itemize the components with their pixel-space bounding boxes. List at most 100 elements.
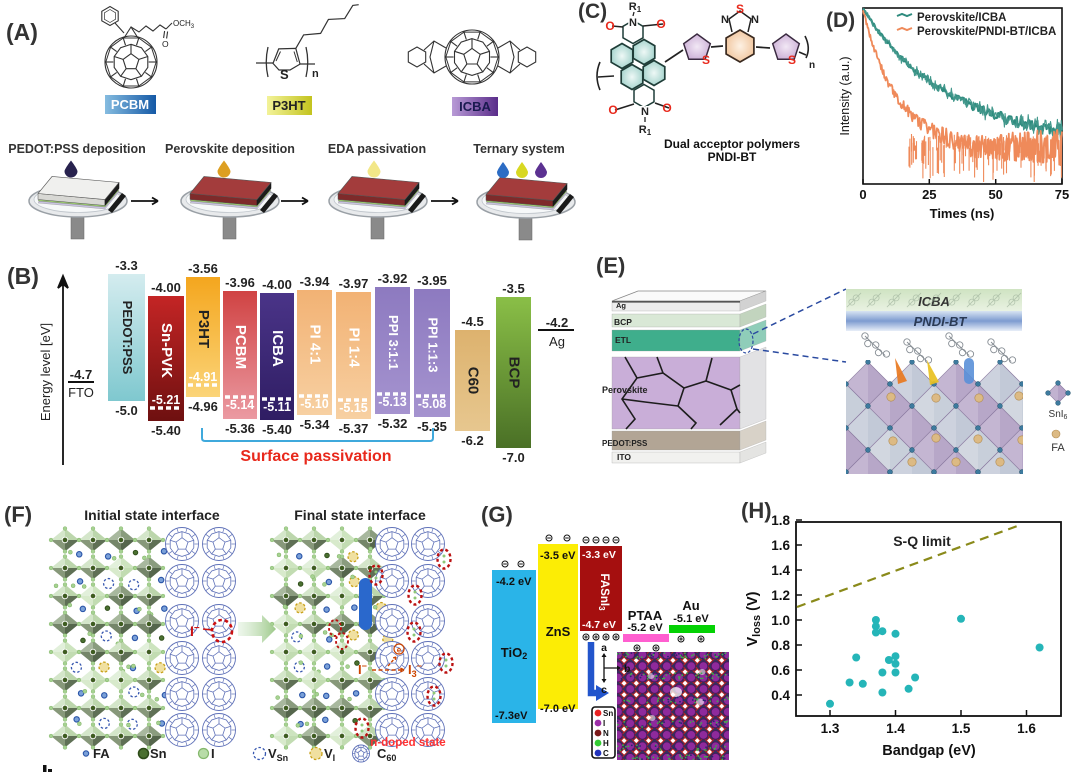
svg-text:S: S [280, 67, 289, 82]
svg-text:SnI6: SnI6 [1049, 409, 1068, 421]
svg-text:-5.40: -5.40 [151, 423, 181, 438]
svg-text:I−: I− [358, 661, 367, 677]
svg-text:-3.5 eV: -3.5 eV [540, 550, 576, 562]
svg-text:P3HT: P3HT [195, 310, 212, 348]
svg-text:-4.5: -4.5 [461, 314, 483, 329]
svg-text:BCP: BCP [614, 317, 632, 327]
svg-text:I−: I− [190, 623, 200, 639]
svg-text:ICBA: ICBA [918, 294, 950, 309]
svg-text:ICBA: ICBA [269, 330, 286, 367]
svg-text:-4.91: -4.91 [189, 370, 218, 384]
svg-text:Perovskite deposition: Perovskite deposition [165, 142, 295, 156]
svg-text:O: O [608, 103, 617, 117]
svg-text:-5.1 eV: -5.1 eV [673, 613, 709, 625]
svg-text:(H): (H) [741, 498, 772, 523]
svg-text:Sn: Sn [150, 746, 167, 761]
svg-text:N: N [603, 729, 609, 738]
svg-text:PNDI-BT: PNDI-BT [708, 150, 757, 164]
svg-text:PNDI-BT: PNDI-BT [914, 314, 968, 329]
svg-text:Sn: Sn [603, 709, 613, 718]
svg-text:1.3: 1.3 [821, 721, 840, 736]
svg-text:(D): (D) [826, 9, 855, 32]
svg-text:-3.94: -3.94 [300, 274, 330, 289]
svg-text:FA: FA [93, 746, 110, 761]
svg-text:Vloss (V): Vloss (V) [745, 591, 763, 646]
svg-text:25: 25 [922, 187, 936, 202]
svg-text:S: S [788, 53, 796, 67]
svg-text:N: N [629, 17, 637, 29]
svg-text:-4.7: -4.7 [70, 367, 92, 382]
svg-text:Perovskite/ICBA: Perovskite/ICBA [917, 12, 1006, 24]
svg-text:-5.34: -5.34 [300, 417, 330, 432]
svg-text:-3.5: -3.5 [502, 281, 524, 296]
svg-text:0: 0 [859, 187, 866, 202]
svg-text:Ag: Ag [616, 301, 626, 310]
svg-text:PTAA: PTAA [628, 608, 663, 623]
svg-text:PPI 3:1:1: PPI 3:1:1 [386, 315, 401, 370]
svg-text:PI 1:4: PI 1:4 [346, 327, 363, 368]
svg-text:Initial state interface: Initial state interface [84, 507, 220, 523]
svg-text:-5.11: -5.11 [263, 400, 291, 414]
svg-text:-4.2: -4.2 [546, 315, 568, 330]
svg-text:N: N [721, 14, 729, 26]
svg-text:ITO: ITO [617, 452, 631, 462]
svg-text:PEDOT:PSS: PEDOT:PSS [602, 439, 648, 448]
svg-text:Dual acceptor polymers: Dual acceptor polymers [664, 137, 800, 151]
svg-text:PCBM: PCBM [111, 97, 149, 112]
svg-text:b: b [624, 663, 630, 675]
svg-text:PEDOT:PSS: PEDOT:PSS [120, 301, 135, 375]
svg-text:H: H [603, 739, 609, 748]
svg-text:R1: R1 [629, 1, 642, 14]
svg-text:ZnS: ZnS [546, 624, 571, 639]
svg-text:1.4: 1.4 [771, 563, 790, 578]
svg-text:-5.35: -5.35 [417, 419, 447, 434]
svg-text:-5.2 eV: -5.2 eV [627, 622, 663, 634]
svg-text:N: N [641, 106, 649, 118]
svg-text:-5.36: -5.36 [225, 421, 255, 436]
svg-text:O: O [656, 17, 665, 31]
svg-text:Surface passivation: Surface passivation [240, 448, 391, 465]
svg-text:Sn-PVK: Sn-PVK [158, 323, 175, 378]
svg-text:Ternary system: Ternary system [473, 142, 565, 156]
svg-text:S-Q limit: S-Q limit [893, 533, 951, 549]
svg-text:S: S [702, 53, 710, 67]
svg-text:N: N [629, 17, 637, 29]
svg-text:Au: Au [682, 598, 699, 613]
svg-text:-5.10: -5.10 [300, 397, 329, 411]
svg-text:-7.3eV: -7.3eV [495, 710, 528, 722]
svg-text:O: O [662, 101, 671, 115]
svg-text:-4.00: -4.00 [151, 280, 181, 295]
svg-text:(F): (F) [4, 502, 32, 527]
svg-text:-7.0 eV: -7.0 eV [540, 703, 576, 715]
svg-text:S: S [736, 2, 744, 16]
svg-text:Final state interface: Final state interface [294, 507, 426, 523]
svg-text:Intensity (a.u.): Intensity (a.u.) [838, 56, 852, 135]
svg-text:a: a [601, 642, 607, 654]
svg-text:ETL: ETL [615, 335, 631, 345]
svg-text:1.5: 1.5 [952, 721, 971, 736]
svg-text:I: I [603, 719, 605, 728]
svg-text:-5.0: -5.0 [115, 403, 137, 418]
svg-text:1.6: 1.6 [1017, 721, 1036, 736]
svg-text:Energy level [eV]: Energy level [eV] [38, 323, 53, 421]
svg-text:Times (ns): Times (ns) [930, 206, 995, 221]
svg-text:-3.56: -3.56 [188, 261, 218, 276]
svg-text:PPI 1:1:3: PPI 1:1:3 [426, 318, 441, 373]
svg-text:O: O [605, 19, 614, 33]
svg-text:Perovskite/PNDI-BT/ICBA: Perovskite/PNDI-BT/ICBA [917, 26, 1056, 38]
svg-text:EDA passivation: EDA passivation [328, 142, 426, 156]
svg-text:-5.08: -5.08 [418, 397, 447, 411]
svg-text:1.4: 1.4 [886, 721, 905, 736]
svg-text:N: N [641, 106, 649, 118]
svg-text:Ag: Ag [549, 334, 565, 349]
svg-text:I: I [211, 746, 215, 761]
svg-text:OCH3: OCH3 [173, 19, 195, 30]
svg-text:VI: VI [324, 746, 335, 763]
svg-text:50: 50 [988, 187, 1002, 202]
svg-text:(B): (B) [7, 263, 39, 289]
svg-text:e: e [397, 646, 402, 655]
svg-text:0.6: 0.6 [771, 663, 790, 678]
svg-text:O: O [162, 39, 169, 49]
svg-text:-5.37: -5.37 [339, 421, 369, 436]
svg-text:-5.13: -5.13 [378, 395, 407, 409]
